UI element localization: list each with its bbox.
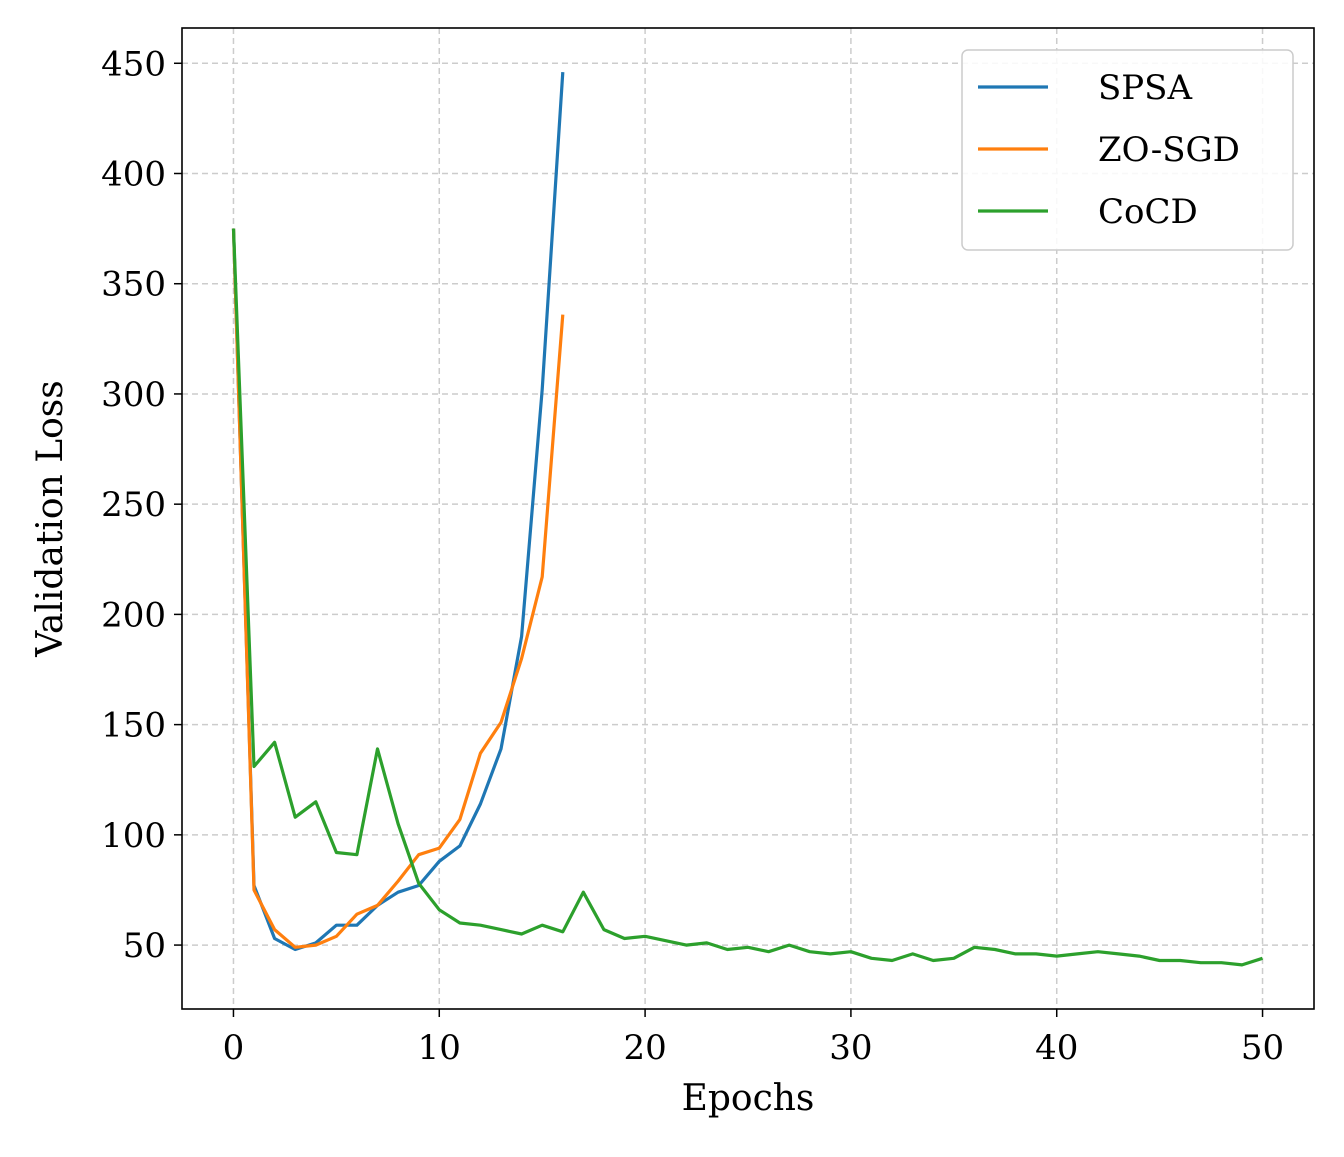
y-tick-label: 150: [101, 706, 166, 746]
x-tick-label: 20: [623, 1028, 666, 1068]
legend-label: ZO-SGD: [1098, 130, 1240, 170]
x-tick-label: 40: [1035, 1028, 1078, 1068]
y-tick-label: 350: [101, 265, 166, 305]
axis-ticks: 0 10 20 30 40 50 50 100 150 200 250 300 350 400 450: [101, 44, 1284, 1068]
legend: SPSA ZO-SGD CoCD: [961, 49, 1294, 251]
series-line-spsa: [231, 71, 565, 952]
y-tick-label: 200: [101, 595, 166, 635]
x-tick-label: 50: [1241, 1028, 1284, 1068]
y-tick-label: 250: [101, 485, 166, 525]
series-line-zo-sgd: [231, 228, 565, 949]
series-line-cocd: [231, 228, 1263, 967]
series-lines: [231, 71, 1263, 967]
y-tick-label: 300: [101, 375, 166, 415]
y-tick-label: 50: [123, 926, 166, 966]
legend-label: SPSA: [1098, 68, 1192, 108]
y-axis-label: Validation Loss: [30, 380, 71, 658]
x-tick-label: 10: [418, 1028, 461, 1068]
y-tick-label: 400: [101, 154, 166, 194]
y-tick-label: 450: [101, 44, 166, 84]
y-tick-label: 100: [101, 816, 166, 856]
legend-label: CoCD: [1098, 192, 1198, 232]
x-axis-label: Epochs: [682, 1078, 815, 1119]
x-tick-label: 30: [829, 1028, 872, 1068]
plot-frame: [181, 27, 1315, 1010]
x-tick-label: 0: [223, 1028, 245, 1068]
legend-box: [961, 49, 1294, 251]
